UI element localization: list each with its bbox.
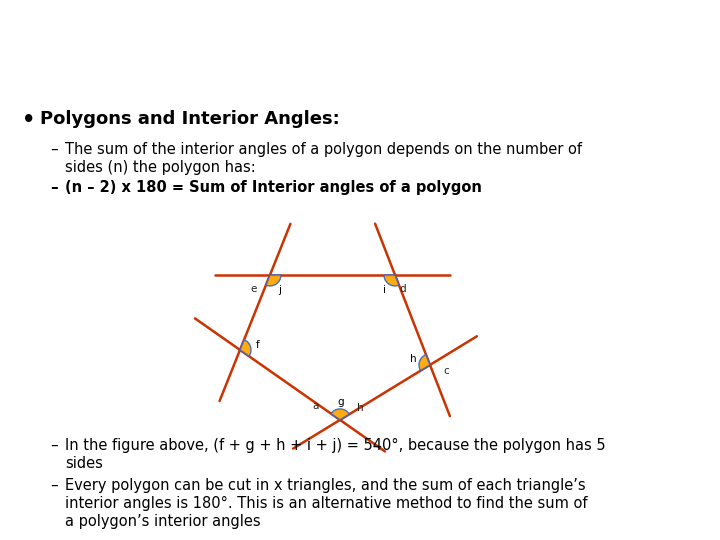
Text: Every polygon can be cut in x triangles, and the sum of each triangle’s: Every polygon can be cut in x triangles,… bbox=[65, 478, 585, 493]
Text: j: j bbox=[279, 285, 282, 295]
Wedge shape bbox=[240, 340, 251, 356]
Text: Polygons and Interior Angles:: Polygons and Interior Angles: bbox=[40, 110, 340, 128]
Text: g: g bbox=[337, 397, 344, 407]
Text: h: h bbox=[410, 354, 416, 364]
Text: Geometry - Polygons: Geometry - Polygons bbox=[251, 50, 469, 70]
Text: –: – bbox=[50, 142, 58, 157]
Text: •: • bbox=[22, 110, 35, 130]
Wedge shape bbox=[384, 275, 399, 286]
Text: a polygon’s interior angles: a polygon’s interior angles bbox=[65, 514, 261, 529]
Text: sides: sides bbox=[65, 456, 103, 471]
Text: f: f bbox=[256, 340, 259, 350]
Wedge shape bbox=[419, 355, 430, 370]
Text: interior angles is 180°. This is an alternative method to find the sum of: interior angles is 180°. This is an alte… bbox=[65, 496, 588, 511]
Text: sides (n) the polygon has:: sides (n) the polygon has: bbox=[65, 160, 256, 175]
Text: a: a bbox=[312, 401, 319, 411]
Text: Quantitative Review: Quantitative Review bbox=[255, 21, 465, 40]
Text: (n – 2) x 180 = Sum of Interior angles of a polygon: (n – 2) x 180 = Sum of Interior angles o… bbox=[65, 180, 482, 195]
Wedge shape bbox=[331, 409, 349, 420]
Text: The sum of the interior angles of a polygon depends on the number of: The sum of the interior angles of a poly… bbox=[65, 142, 582, 157]
Text: In the figure above, (f + g + h + i + j) = 540°, because the polygon has 5: In the figure above, (f + g + h + i + j)… bbox=[65, 438, 606, 453]
Text: c: c bbox=[443, 366, 449, 376]
Text: i: i bbox=[383, 285, 387, 295]
Wedge shape bbox=[266, 275, 281, 286]
Text: d: d bbox=[400, 284, 406, 294]
Text: h: h bbox=[356, 403, 364, 413]
Text: –: – bbox=[50, 180, 58, 195]
Text: –: – bbox=[50, 478, 58, 493]
Text: –: – bbox=[50, 438, 58, 453]
Text: e: e bbox=[251, 284, 257, 294]
